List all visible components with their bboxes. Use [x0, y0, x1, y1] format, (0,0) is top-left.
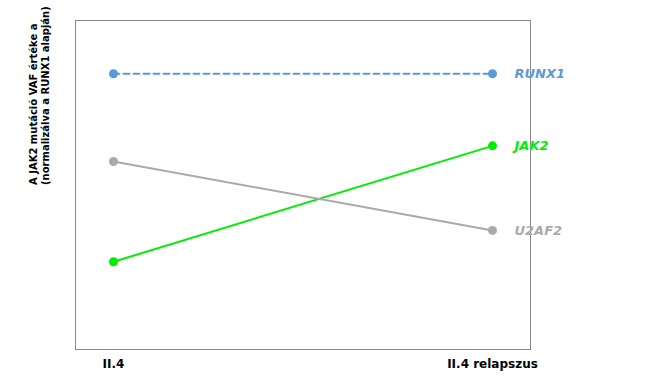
svg-text:U2AF2: U2AF2 — [515, 223, 563, 238]
svg-text:RUNX1: RUNX1 — [515, 66, 566, 81]
svg-text:II.4 relapszus: II.4 relapszus — [447, 357, 538, 371]
svg-text:JAK2: JAK2 — [512, 138, 549, 153]
svg-text:A JAK2 mutáció VAF értéke a(no: A JAK2 mutáció VAF értéke a(normalizálva… — [28, 6, 51, 185]
svg-text:II.4: II.4 — [103, 357, 125, 371]
